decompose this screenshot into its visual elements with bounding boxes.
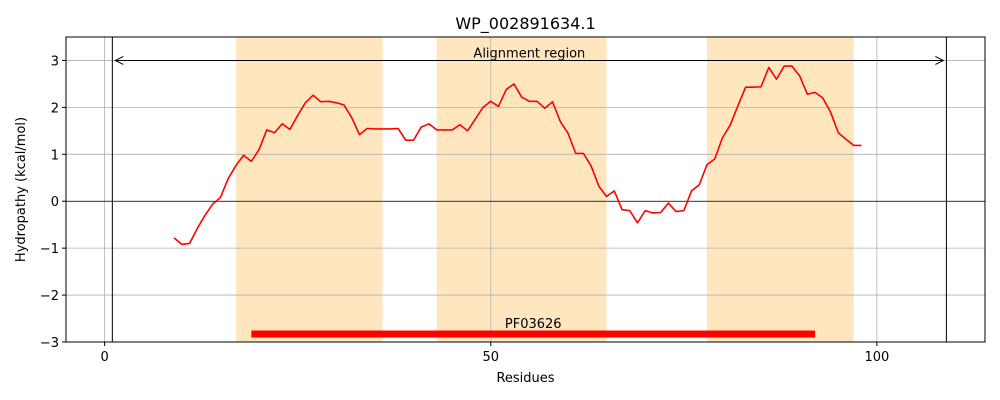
- y-tick-label: −2: [40, 289, 59, 304]
- y-tick-label: 2: [51, 101, 59, 116]
- x-axis-label: Residues: [496, 371, 554, 386]
- x-tick-label: 0: [100, 350, 108, 365]
- axis-ticks: 0 50 100 −3 −2 −1 0 1 2 3: [40, 54, 889, 365]
- y-tick-label: 1: [51, 148, 59, 163]
- series-layer: [173, 65, 862, 246]
- hydrophobic-band-1: [235, 37, 383, 342]
- domain-bar: [251, 330, 816, 338]
- hydrophobic-band-3: [706, 37, 854, 342]
- x-tick-label: 50: [482, 350, 499, 365]
- y-axis-label: Hydropathy (kcal/mol): [14, 117, 29, 262]
- hydrophobic-band-2: [436, 37, 607, 342]
- x-tick-label: 100: [864, 350, 889, 365]
- alignment-arrow-right-head: [935, 56, 945, 65]
- y-tick-label: 0: [51, 195, 59, 210]
- y-tick-label: 3: [51, 54, 59, 69]
- y-tick-label: −1: [40, 242, 59, 257]
- plot-frame: [65, 36, 986, 343]
- chart-title: WP_002891634.1: [455, 14, 595, 34]
- domain-label: PF03626: [505, 317, 562, 332]
- hydrophobic-bands: [235, 37, 854, 342]
- alignment-arrow-left-head: [114, 56, 124, 65]
- hydropathy-series-line: [173, 65, 862, 246]
- y-tick-label: −3: [40, 336, 59, 351]
- annotation-layer: Alignment region PF03626: [111, 37, 947, 342]
- alignment-region-label: Alignment region: [473, 46, 585, 61]
